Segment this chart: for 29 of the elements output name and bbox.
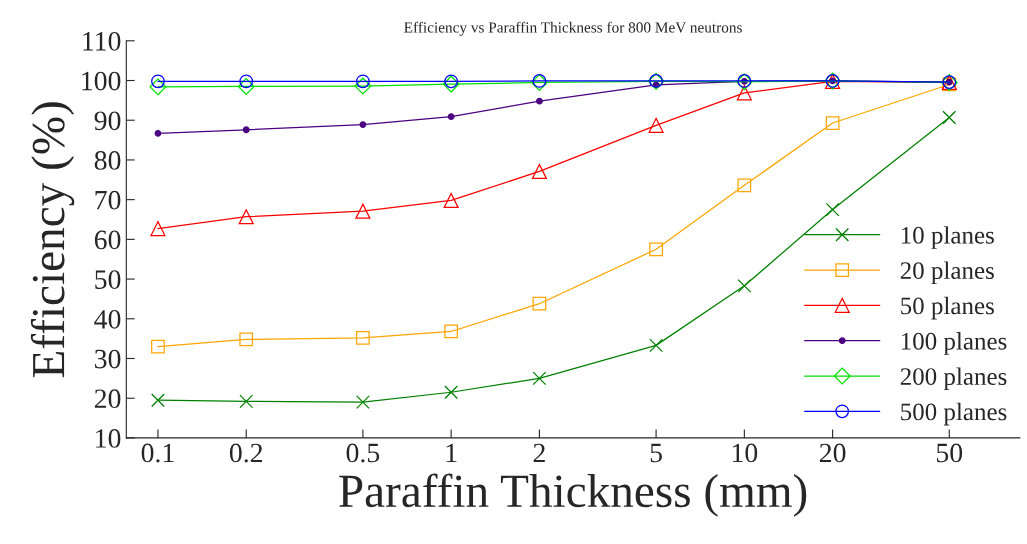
y-tick-label: 90 (94, 111, 121, 131)
y-tick-label: 20 (94, 389, 121, 409)
y-tick-label: 60 (94, 230, 121, 250)
x-tick-label: 0.1 (141, 443, 174, 463)
y-tick-label: 40 (94, 309, 121, 329)
x-tick-label: 10 (732, 443, 758, 463)
x-tick-label: 20 (819, 443, 846, 463)
x-tick-label: 5 (650, 443, 662, 463)
x-tick-label: 0.5 (346, 443, 380, 463)
legend-label: 10 planes (901, 226, 994, 249)
y-tick-label: 100 (82, 71, 121, 91)
y-tick-label: 80 (94, 151, 121, 170)
legend-label: 200 planes (900, 367, 1007, 391)
y-axis-title: Efficiency (%) (30, 102, 75, 378)
x-tick-label: 0.2 (229, 443, 263, 463)
legend-label: 50 planes (901, 296, 994, 320)
chart-title: Efficiency vs Paraffin Thickness for 800 MeV neutrons (404, 21, 742, 36)
y-tick-label: 30 (95, 349, 121, 369)
y-tick-label: 50 (95, 270, 121, 289)
y-tick-label: 10 (96, 429, 121, 448)
legend-label: 20 planes (900, 261, 994, 285)
legend-label: 500 planes (901, 402, 1007, 426)
legend-label: 100 planes (901, 332, 1007, 355)
x-tick-label: 1 (446, 443, 457, 463)
x-tick-label: 50 (937, 443, 963, 463)
y-tick-label: 110 (83, 31, 121, 51)
y-tick-label: 70 (95, 190, 121, 210)
x-tick-label: 2 (533, 443, 545, 463)
x-axis-title: Paraffin Thickness (mm) (339, 473, 807, 517)
